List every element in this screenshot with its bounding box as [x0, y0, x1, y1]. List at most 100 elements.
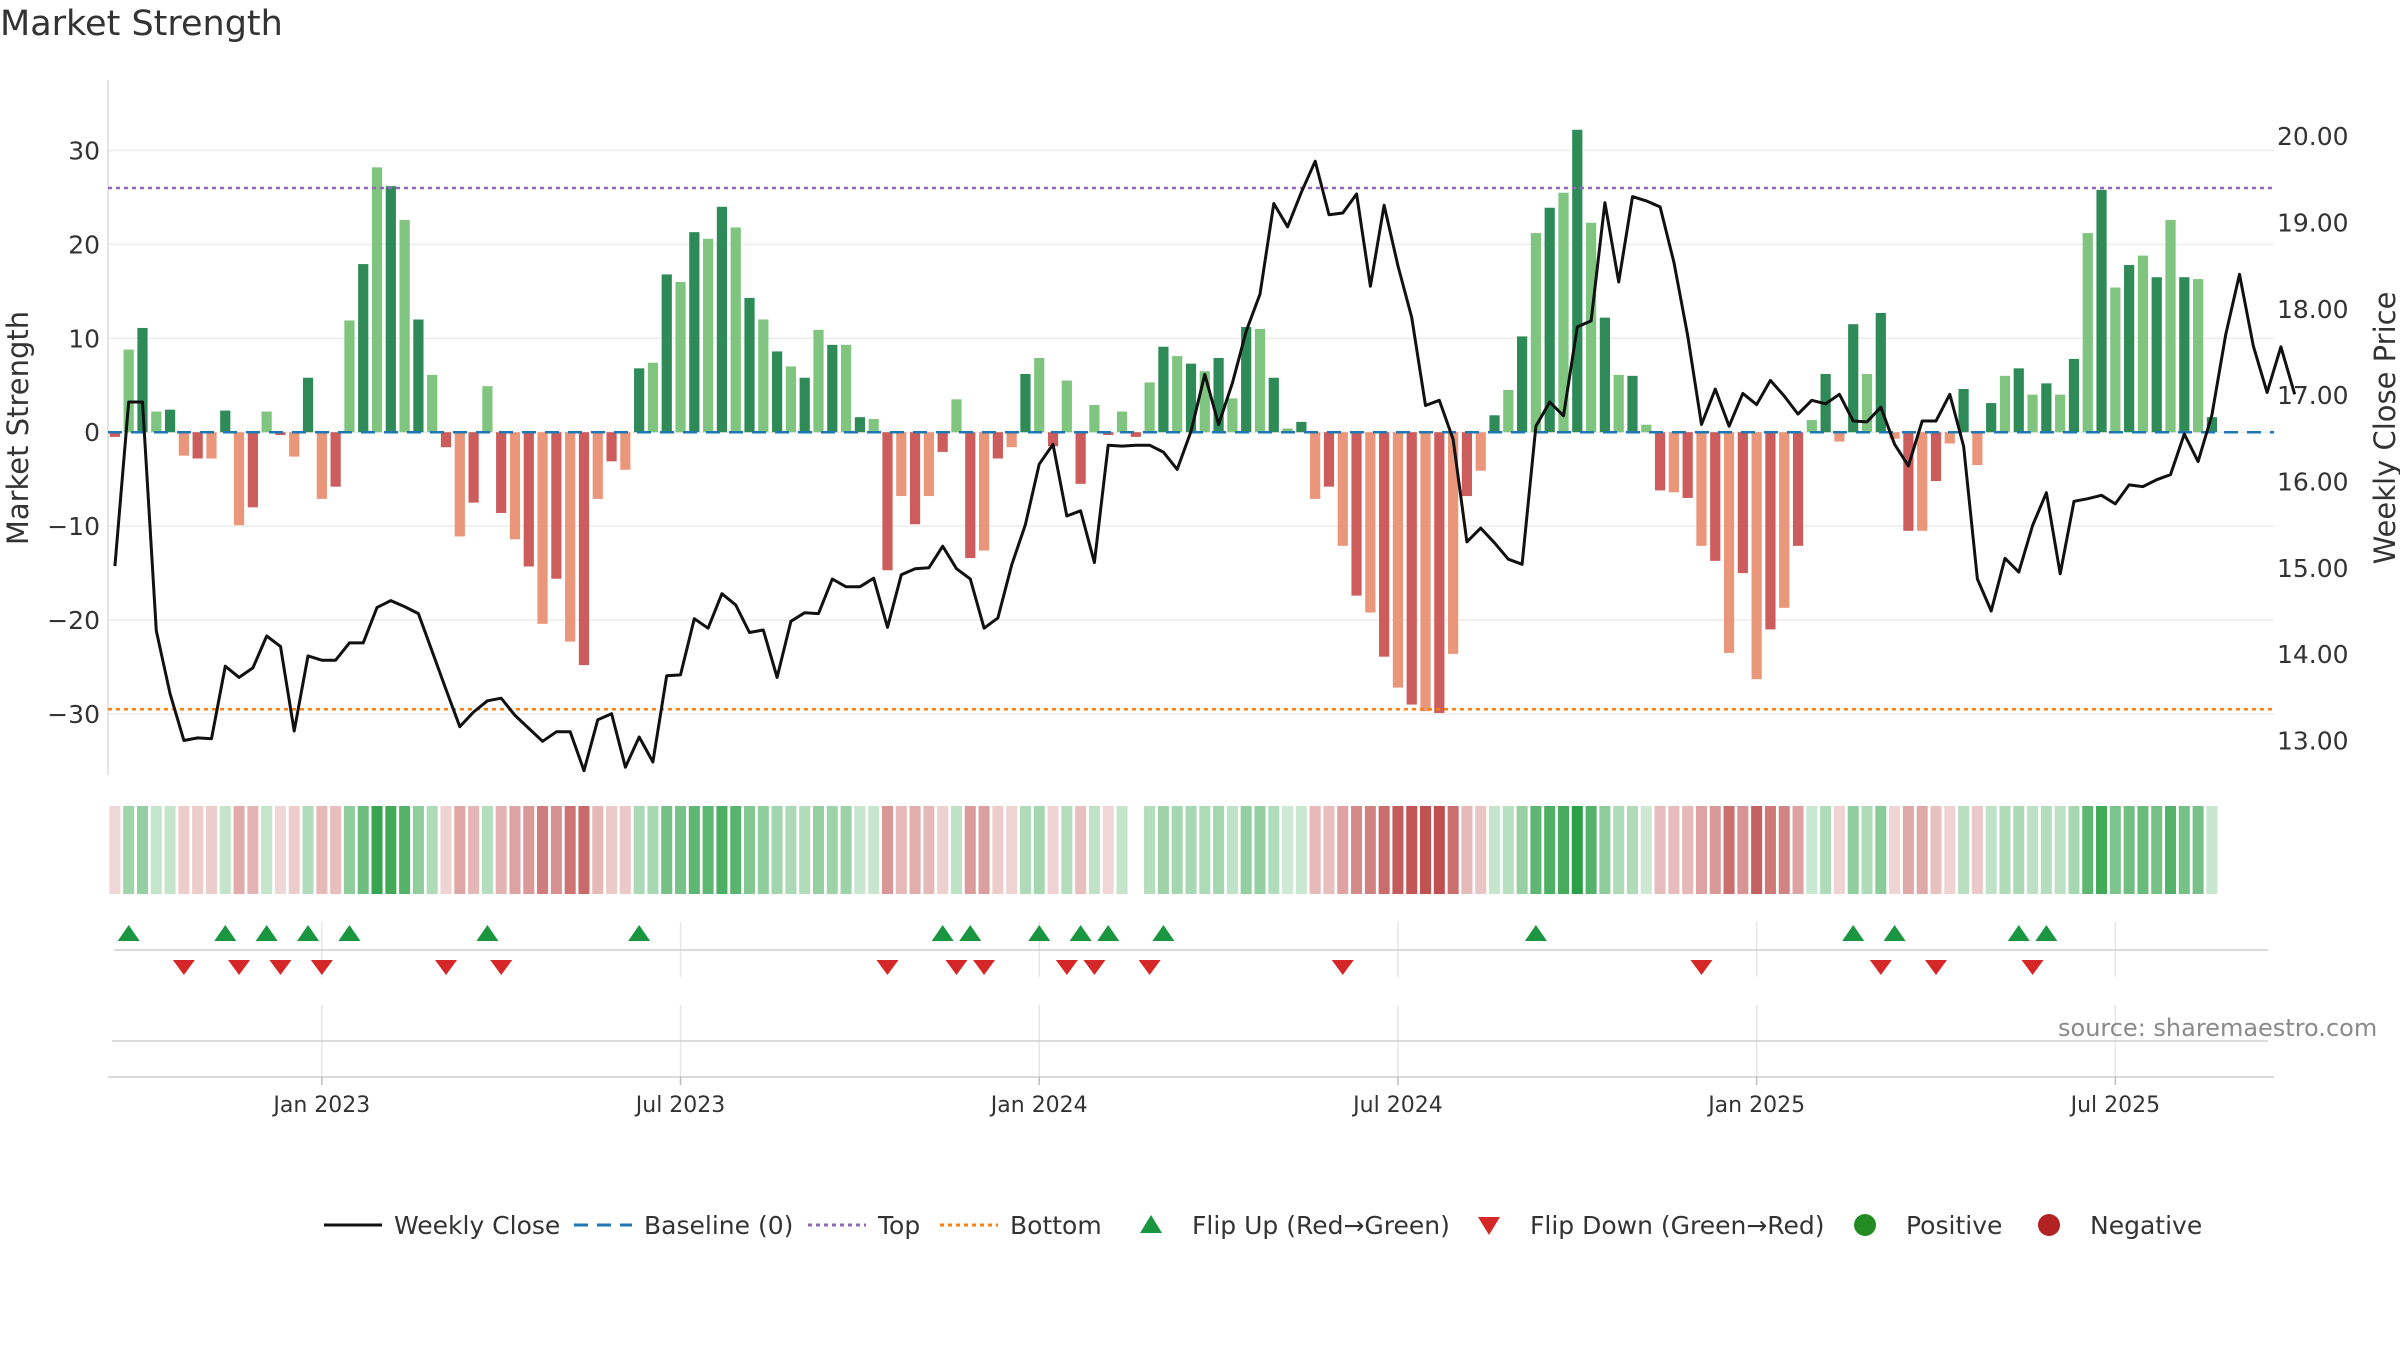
heat-cell: [1240, 806, 1252, 894]
strength-bar: [371, 167, 383, 433]
heat-cell: [1268, 806, 1280, 894]
heat-cell: [2054, 806, 2066, 894]
heat-cell: [1488, 806, 1501, 894]
heat-cell: [1778, 806, 1790, 894]
heat-cell: [399, 806, 411, 894]
strength-bar: [2206, 417, 2218, 433]
strength-bar: [634, 368, 645, 433]
flip-up-marker: [338, 925, 361, 941]
heat-cell: [992, 806, 1004, 894]
heat-cell: [799, 806, 811, 894]
strength-bar: [261, 411, 272, 433]
heat-cell: [1144, 806, 1156, 894]
strength-bar: [992, 432, 1003, 459]
heat-cell: [1930, 806, 1942, 894]
heat-cell: [178, 806, 190, 894]
strength-bar: [2013, 368, 2024, 433]
heat-cell: [2206, 806, 2218, 894]
strength-bar: [220, 410, 231, 433]
strength-bar: [1503, 389, 1514, 433]
strength-bar: [703, 238, 714, 433]
flip-up-marker: [1069, 925, 1092, 941]
heat-cell: [1088, 806, 1100, 894]
heat-cell: [1475, 806, 1487, 894]
heat-cell: [412, 806, 424, 894]
strength-bar: [2027, 394, 2038, 433]
heat-cell: [909, 806, 921, 894]
heat-cell: [454, 806, 466, 894]
heat-cell: [1971, 806, 1983, 894]
strength-bar: [275, 432, 286, 436]
heat-cell: [1033, 806, 1045, 894]
strength-bar: [1627, 375, 1638, 433]
strength-bar: [1544, 207, 1555, 433]
heat-cell: [495, 806, 507, 894]
heat-cell: [109, 806, 121, 894]
flip-down-marker: [2021, 960, 2044, 975]
strength-bar: [1075, 432, 1086, 484]
source-note: source: sharemaestro.com: [2058, 1014, 2378, 1042]
strength-bar: [2082, 233, 2093, 433]
heat-cell: [1902, 806, 1914, 894]
flip-markers: [117, 925, 2058, 975]
flip-up-marker: [628, 925, 651, 941]
legend-negative: Negative: [2018, 1205, 2202, 1245]
strength-bar: [1972, 432, 1983, 466]
heat-cell: [2192, 806, 2204, 894]
heat-cell: [1295, 806, 1307, 894]
strength-bar: [1751, 432, 1762, 680]
strength-bar: [1572, 129, 1583, 433]
legend-baseline: Baseline (0): [572, 1205, 793, 1245]
strength-bar: [1710, 432, 1721, 561]
heat-cell: [619, 806, 631, 894]
flip-up-marker: [476, 925, 499, 941]
heat-cell: [1723, 806, 1735, 894]
heat-cell: [1351, 806, 1363, 894]
strength-bar: [427, 374, 438, 433]
strength-bar: [468, 432, 479, 503]
strength-bar: [578, 432, 590, 666]
strength-bar: [1585, 222, 1597, 433]
y-right-tick-label: 16.00: [2277, 467, 2349, 496]
weekly-close-series: [113, 159, 2297, 773]
strength-bar: [233, 432, 245, 526]
heat-cell: [2165, 806, 2177, 894]
heat-cell: [1530, 806, 1542, 894]
heat-cell: [1999, 806, 2011, 894]
heat-cell: [1502, 806, 1514, 894]
strength-bar: [1310, 432, 1321, 499]
flip-down-marker: [1055, 960, 1078, 975]
heat-cell: [288, 806, 300, 894]
strength-bar: [192, 432, 203, 459]
strength-bar: [289, 432, 300, 457]
heat-cell: [1985, 806, 1997, 894]
strength-bar: [647, 362, 659, 433]
heat-cell: [1157, 806, 1169, 894]
flip-up-marker: [1524, 925, 1547, 941]
strength-bar: [1792, 432, 1804, 546]
heat-cell: [868, 806, 880, 894]
heat-cell: [136, 806, 149, 894]
heat-cell: [537, 806, 549, 894]
heat-cell: [854, 806, 866, 894]
strength-bar: [620, 432, 631, 470]
strength-bar: [247, 432, 258, 508]
heat-cell: [757, 806, 769, 894]
strength-bar: [1406, 432, 1417, 705]
heat-cell: [2123, 806, 2135, 894]
heat-cell: [1861, 806, 1873, 894]
heat-cell: [1916, 806, 1928, 894]
panel-frames: [107, 80, 2274, 1078]
heat-cell: [1889, 806, 1901, 894]
heat-cell: [2151, 806, 2163, 894]
heat-cell: [1185, 806, 1197, 894]
strength-bar: [1723, 432, 1735, 653]
strength-bar: [2165, 219, 2176, 433]
heat-cell: [1171, 806, 1183, 894]
x-tick-label: Jul 2023: [634, 1093, 726, 1118]
flip-up-marker: [255, 925, 278, 941]
strength-bar: [1116, 411, 1128, 433]
x-tick-label: Jul 2024: [1351, 1093, 1443, 1118]
y-left-tick-label: 0: [84, 418, 100, 447]
